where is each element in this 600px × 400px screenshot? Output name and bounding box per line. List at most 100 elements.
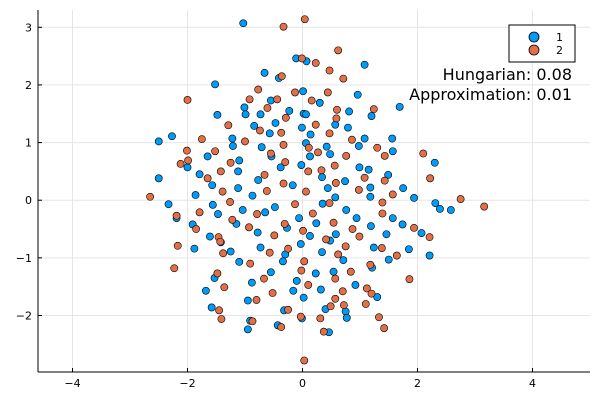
data-point-series-2 — [203, 174, 212, 183]
data-point-series-1 — [256, 110, 265, 119]
data-point-series-1 — [203, 152, 212, 161]
data-point-series-1 — [436, 204, 444, 213]
data-point-series-1 — [344, 123, 352, 132]
data-point-series-2 — [317, 166, 326, 175]
data-point-series-1 — [256, 243, 265, 252]
data-point-series-2 — [354, 185, 363, 194]
data-point-series-1 — [235, 258, 244, 266]
data-point-series-2 — [277, 72, 286, 81]
data-point-series-1 — [247, 278, 256, 287]
data-point-series-2 — [331, 294, 340, 303]
data-point-series-2 — [183, 96, 192, 104]
data-point-series-1 — [367, 222, 375, 231]
data-point-series-1 — [373, 293, 382, 301]
data-point-series-2 — [373, 143, 382, 152]
data-point-series-1 — [318, 248, 326, 257]
data-point-series-1 — [404, 245, 413, 254]
data-point-series-2 — [322, 235, 330, 244]
data-point-series-2 — [284, 244, 293, 253]
data-point-series-2 — [254, 85, 263, 94]
grid — [38, 10, 590, 372]
data-point-series-2 — [211, 147, 219, 156]
data-point-series-1 — [354, 142, 363, 150]
data-point-series-2 — [334, 46, 343, 55]
data-point-series-2 — [248, 317, 257, 326]
data-point-series-1 — [446, 206, 455, 214]
y-ticks: −2 −1 0 1 2 3 — [16, 21, 42, 323]
data-point-series-2 — [311, 120, 320, 129]
data-point-series-2 — [392, 251, 401, 260]
data-point-series-2 — [410, 223, 418, 232]
data-point-series-1 — [164, 200, 173, 209]
data-point-series-2 — [277, 128, 286, 137]
data-point-series-1 — [388, 147, 397, 156]
data-point-series-2 — [325, 129, 334, 138]
legend-label-series-1: 1 — [556, 31, 563, 44]
data-point-series-1 — [257, 143, 266, 152]
legend-marker-series-1 — [528, 31, 540, 43]
data-point-series-1 — [353, 90, 362, 99]
data-point-series-1 — [322, 142, 331, 151]
data-point-series-1 — [312, 219, 321, 228]
data-point-series-1 — [306, 152, 314, 161]
data-point-series-1 — [351, 281, 360, 289]
data-point-series-2 — [367, 289, 376, 298]
data-point-series-1 — [288, 181, 297, 190]
data-point-series-2 — [426, 174, 435, 183]
data-point-series-1 — [315, 98, 324, 107]
data-point-series-2 — [304, 143, 313, 152]
data-point-series-1 — [234, 167, 242, 176]
data-point-series-2 — [224, 121, 233, 130]
data-point-series-1 — [395, 102, 404, 111]
data-point-series-2 — [172, 211, 181, 220]
data-point-series-1 — [388, 134, 397, 143]
data-point-series-1 — [384, 255, 393, 264]
data-point-series-1 — [276, 163, 285, 172]
data-point-series-2 — [256, 126, 264, 135]
data-point-series-1 — [331, 230, 340, 239]
data-point-series-1 — [367, 112, 376, 120]
data-point-series-1 — [341, 307, 350, 316]
data-point-series-2 — [279, 179, 288, 188]
data-point-series-1 — [208, 200, 217, 209]
data-point-series-2 — [307, 96, 316, 105]
data-point-series-2 — [348, 225, 357, 233]
data-point-series-2 — [184, 156, 192, 165]
x-tick-label: −2 — [179, 377, 195, 390]
data-point-series-2 — [378, 209, 387, 218]
data-point-series-2 — [217, 315, 226, 323]
data-point-series-2 — [333, 105, 341, 114]
data-point-series-2 — [284, 305, 293, 314]
series-2-points — [146, 15, 489, 365]
data-point-series-1 — [154, 137, 163, 146]
data-point-series-1 — [240, 103, 249, 112]
data-point-series-1 — [270, 203, 279, 212]
data-point-series-1 — [238, 206, 247, 214]
data-point-series-2 — [339, 301, 348, 310]
data-point-series-1 — [265, 129, 274, 138]
data-point-series-1 — [183, 163, 192, 172]
data-point-series-2 — [377, 244, 386, 252]
data-point-series-2 — [260, 170, 269, 179]
data-point-series-1 — [208, 181, 217, 190]
data-point-series-2 — [266, 149, 275, 158]
data-point-series-2 — [425, 233, 434, 242]
data-point-series-2 — [366, 260, 375, 269]
data-point-series-1 — [299, 293, 308, 302]
data-point-series-2 — [325, 66, 334, 75]
data-point-series-2 — [331, 179, 340, 187]
data-point-series-1 — [311, 269, 320, 278]
data-point-series-2 — [456, 195, 465, 203]
legend-marker-series-2 — [528, 44, 540, 56]
data-point-series-2 — [332, 114, 341, 123]
data-point-series-2 — [304, 167, 313, 176]
legend: 1 2 — [508, 24, 576, 63]
data-point-series-2 — [341, 242, 350, 251]
data-point-series-2 — [360, 173, 369, 182]
data-point-series-2 — [280, 219, 289, 228]
data-point-series-1 — [339, 256, 348, 265]
data-point-series-2 — [291, 200, 299, 209]
data-point-series-1 — [190, 244, 199, 253]
data-point-series-1 — [388, 214, 397, 222]
y-tick-label: 2 — [25, 79, 32, 92]
